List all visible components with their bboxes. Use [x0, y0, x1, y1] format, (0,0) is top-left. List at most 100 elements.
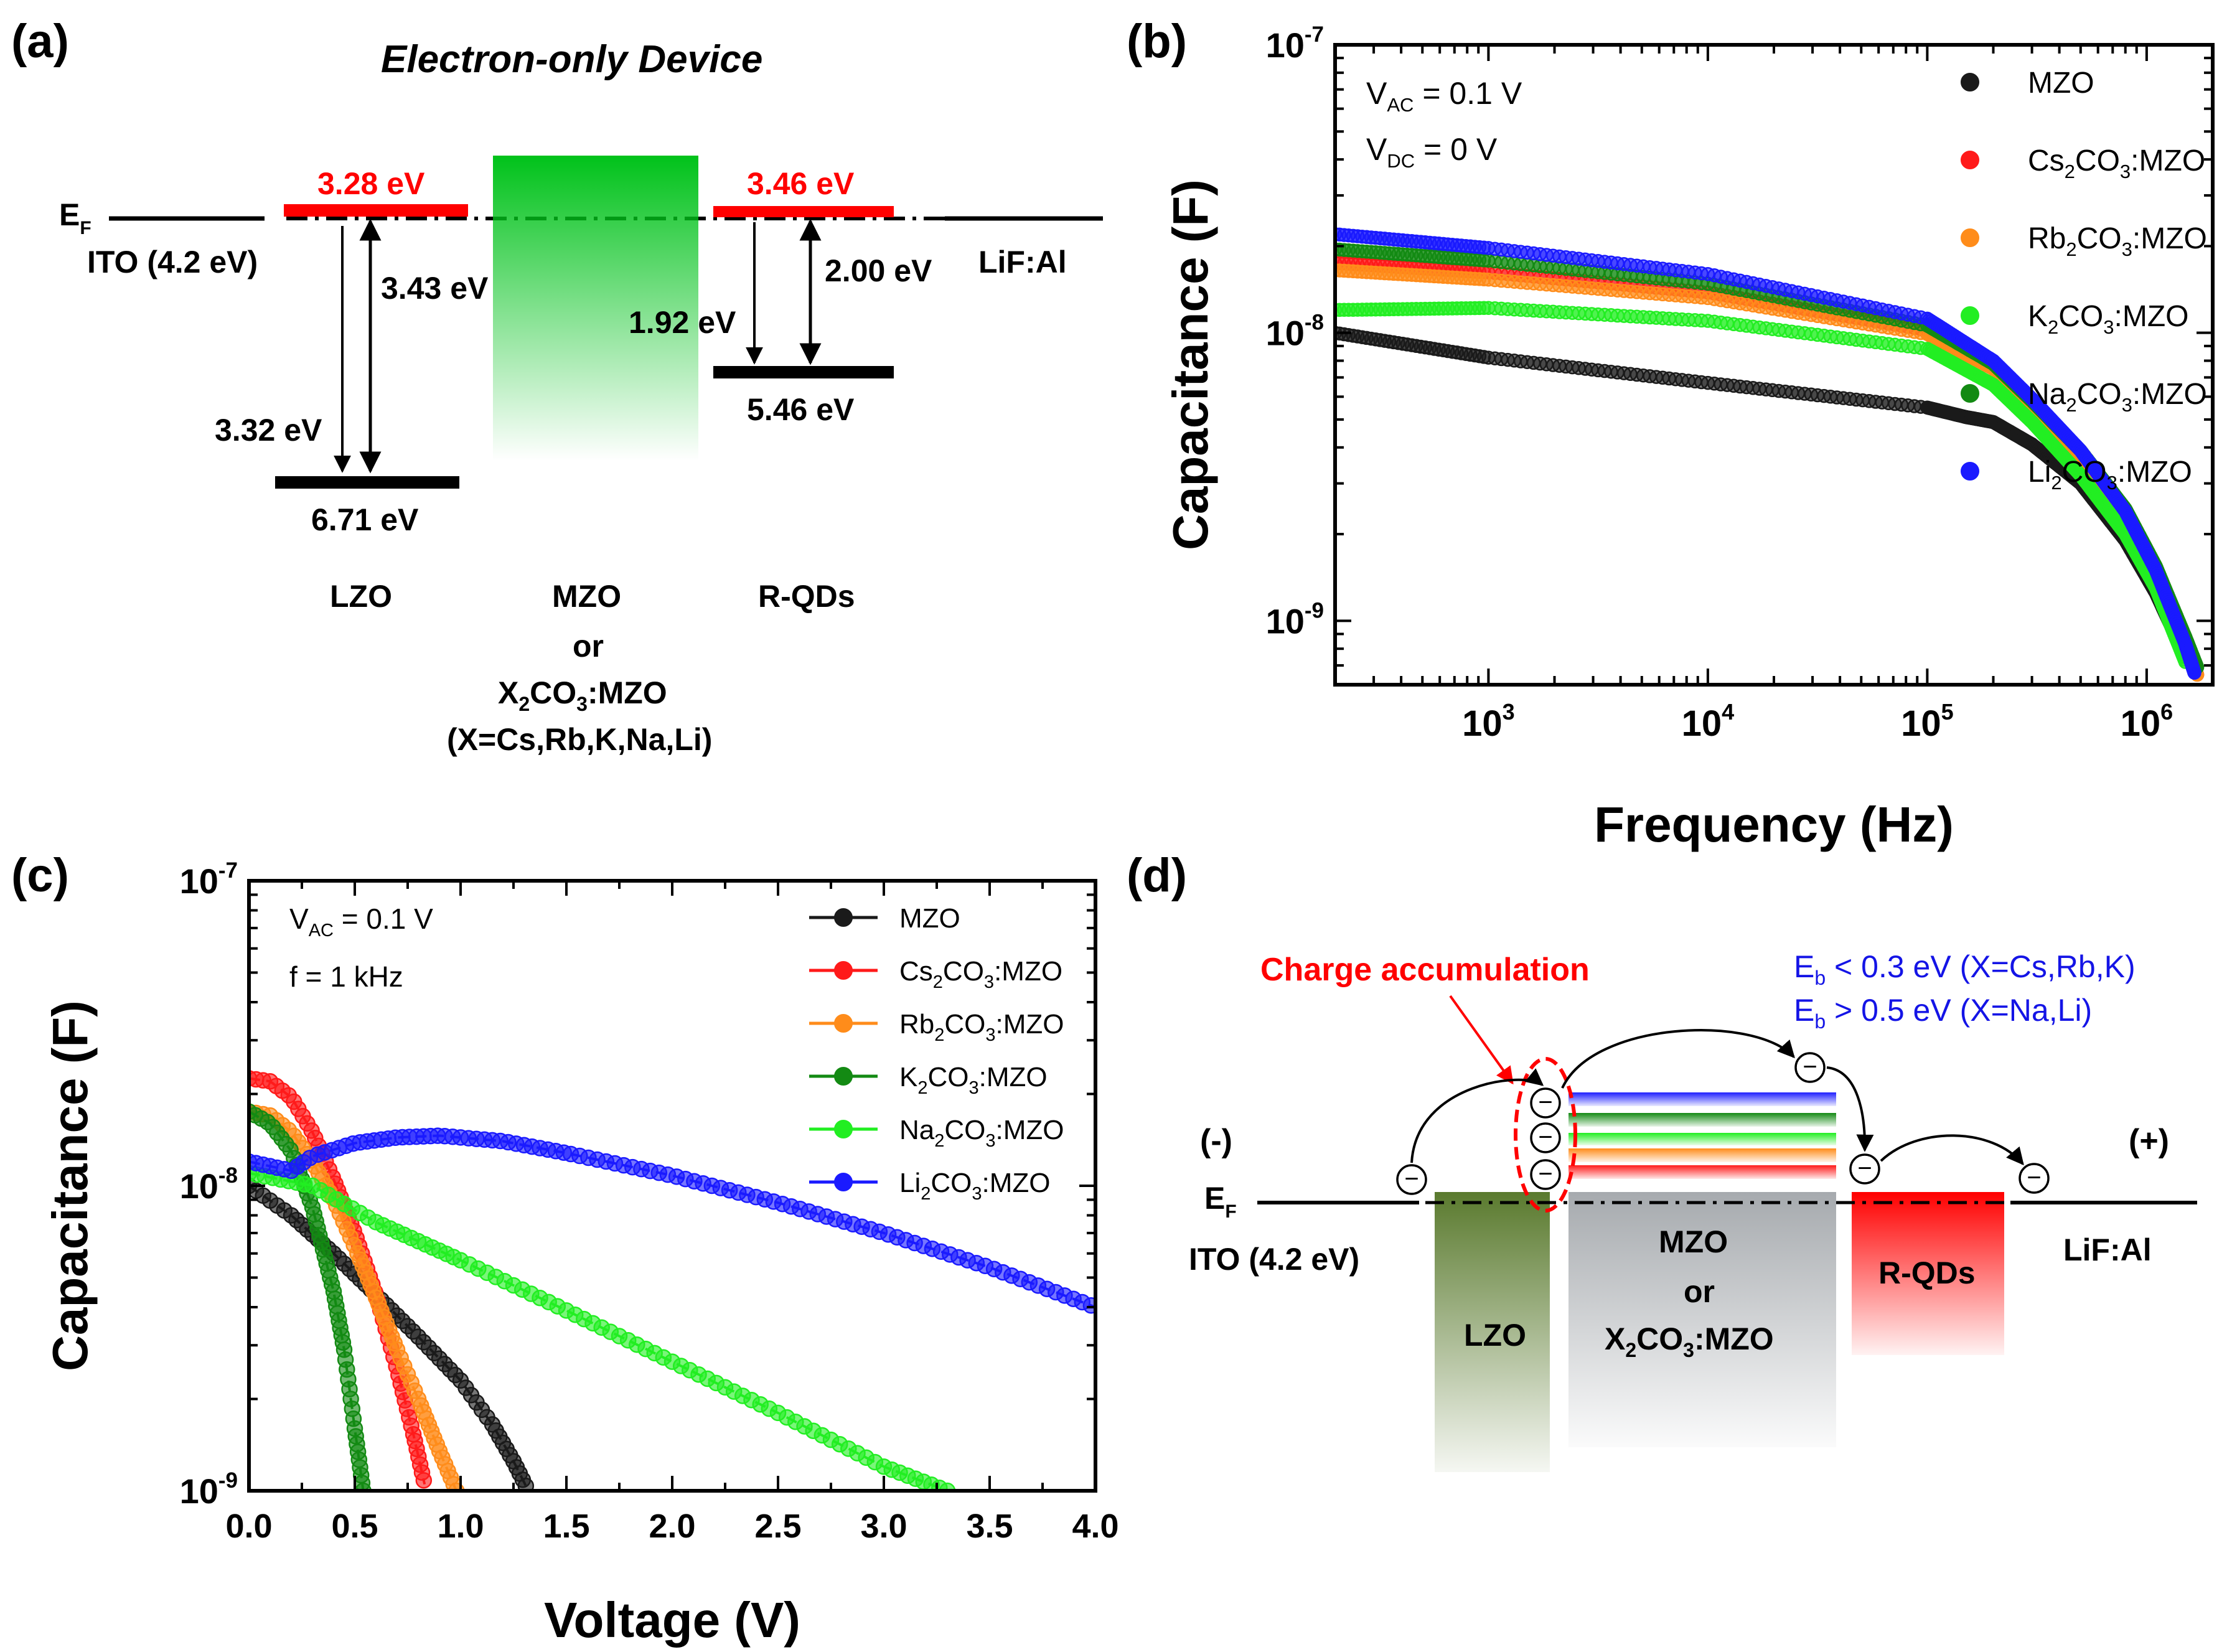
legend-entry: K2CO3:MZO — [1961, 300, 2189, 338]
legend-entry: Cs2CO3:MZO — [809, 956, 1062, 992]
charge-accum-arrow — [1449, 995, 1514, 1085]
mzo-block — [1568, 1192, 1836, 1447]
annotation-freq: f = 1 kHz — [289, 960, 403, 993]
data-point — [415, 1472, 433, 1489]
mzo-gap-label: 1.92 eV — [629, 305, 736, 340]
legend-label: MZO — [899, 903, 960, 934]
mzo-name-d1: MZO — [1659, 1224, 1728, 1259]
series-Li2CO3:MZO — [249, 1127, 1095, 1314]
svg-text:−: − — [1404, 1165, 1418, 1193]
legend-label: MZO — [2028, 67, 2094, 100]
panel-b-label: (b) — [1127, 15, 1187, 68]
y-tick-label: 10-9 — [1266, 598, 1324, 641]
electrons: − − − − − − − — [1396, 1052, 2050, 1195]
legend-marker — [1961, 73, 1979, 92]
legend-entry: Li2CO3:MZO — [1961, 456, 2192, 494]
legend-marker — [834, 1120, 853, 1138]
series-Rb2CO3:MZO — [249, 1103, 465, 1491]
svg-text:−: − — [1857, 1155, 1872, 1182]
electron: − — [1849, 1153, 1880, 1185]
legend-entry: MZO — [809, 903, 960, 934]
panel-c-label: (c) — [11, 849, 69, 902]
x-tick-label: 103 — [1462, 699, 1515, 744]
svg-text:−: − — [1538, 1089, 1552, 1116]
lzo-vbm-label: 6.71 eV — [311, 502, 419, 537]
y-tick-label: 10-8 — [1266, 311, 1324, 353]
hop-arrow-3 — [1826, 1066, 1874, 1152]
x-tick-label: 1.5 — [543, 1508, 589, 1545]
mzo-name-2: or — [573, 629, 604, 664]
annotation-vac: VAC = 0.1 V — [1366, 76, 1522, 116]
mzo-name-3: X2CO3:MZO — [498, 675, 667, 715]
panel-d: (d) Charge accumulation Eb < 0.3 eV (X=C… — [1127, 849, 2197, 1472]
ito-label: ITO (4.2 eV) — [87, 245, 258, 279]
legend-label: Rb2CO3:MZO — [899, 1009, 1064, 1045]
trap-level-k — [1568, 1133, 1836, 1145]
x-tick-label: 106 — [2121, 699, 2173, 744]
eb-line-1: Eb < 0.3 eV (X=Cs,Rb,K) — [1794, 949, 2136, 989]
trap-level-li — [1568, 1092, 1836, 1106]
mzo-name-d2: or — [1684, 1274, 1715, 1309]
legend-entry: Rb2CO3:MZO — [1961, 222, 2207, 260]
lzo-name-d: LZO — [1464, 1318, 1526, 1353]
trap-level-na — [1568, 1113, 1836, 1127]
ef-label-d: EF — [1204, 1181, 1237, 1222]
annotation-vdc: VDC = 0 V — [1366, 132, 1498, 172]
data-point — [2187, 665, 2202, 680]
y-axis-label: Capacitance (F) — [42, 1000, 98, 1371]
panel-b: (b) 103 104 105 106 10-9 10-8 10-7 Frequency (H… — [1127, 15, 2215, 852]
lzo-block — [1435, 1192, 1550, 1472]
mzo-block — [493, 156, 698, 461]
qd-block — [1852, 1192, 2004, 1355]
legend-entry: Na2CO3:MZO — [1961, 378, 2207, 416]
legend-entry: Li2CO3:MZO — [809, 1168, 1051, 1204]
qd-vbm-label: 5.46 eV — [747, 392, 855, 427]
svg-text:−: − — [1538, 1160, 1552, 1188]
legend-label: Na2CO3:MZO — [899, 1115, 1064, 1151]
minus-electrode: (-) — [1200, 1123, 1232, 1159]
x-tick-label: 0.5 — [331, 1508, 378, 1545]
legend-label: Li2CO3:MZO — [899, 1168, 1051, 1204]
legend-marker — [1961, 151, 1979, 169]
lzo-cbm-bar — [284, 204, 468, 217]
series-Na2CO3:MZO — [249, 1165, 956, 1491]
x-tick-label: 105 — [1901, 699, 1954, 744]
charge-accum-ellipse — [1514, 1057, 1577, 1213]
legend-entry: MZO — [1961, 67, 2094, 100]
x-axis-label: Frequency (Hz) — [1594, 797, 1954, 852]
lzo-gap2-label: 3.32 eV — [215, 413, 322, 448]
panel-a-label: (a) — [11, 15, 69, 68]
x-tick-label: 2.5 — [754, 1508, 801, 1545]
y-tick-label: 10-9 — [180, 1468, 238, 1511]
electron: − — [1794, 1052, 1826, 1083]
legend-marker — [834, 1014, 853, 1033]
annotation-vac: VAC = 0.1 V — [289, 903, 433, 941]
series-Li2CO3:MZO — [1335, 227, 2202, 680]
chart-b: 103 104 105 106 10-9 10-8 10-7 Frequency (Hz) Ca… — [1163, 22, 2215, 852]
x-tick-label: 3.5 — [966, 1508, 1013, 1545]
electron: − — [2019, 1163, 2050, 1194]
legend-entry: Cs2CO3:MZO — [1961, 144, 2205, 182]
hop-arrow-1 — [1410, 1068, 1544, 1163]
electron: − — [1530, 1159, 1561, 1190]
legend-marker — [1961, 462, 1979, 481]
svg-text:−: − — [1803, 1053, 1817, 1081]
y-axis-label: Capacitance (F) — [1163, 179, 1218, 550]
legend-label: Cs2CO3:MZO — [2028, 144, 2205, 182]
x-tick-label: 2.0 — [649, 1508, 695, 1545]
panel-a-title: Electron-only Device — [381, 38, 762, 81]
lzo-name: LZO — [330, 579, 392, 614]
legend-marker — [834, 1173, 853, 1191]
qd-gap-label: 2.00 eV — [825, 253, 932, 288]
svg-text:−: − — [2027, 1164, 2041, 1191]
eb-line-2: Eb > 0.5 eV (X=Na,Li) — [1794, 993, 2092, 1033]
qd-name: R-QDs — [758, 579, 855, 614]
lzo-vbm-bar — [275, 476, 459, 489]
data-point — [517, 1477, 535, 1491]
qd-cbm-bar — [713, 206, 894, 217]
legend-marker — [1961, 306, 1979, 325]
mzo-name-d3: X2CO3:MZO — [1605, 1321, 1774, 1361]
data-point — [1082, 1297, 1095, 1314]
legend-label: Li2CO3:MZO — [2028, 456, 2192, 494]
